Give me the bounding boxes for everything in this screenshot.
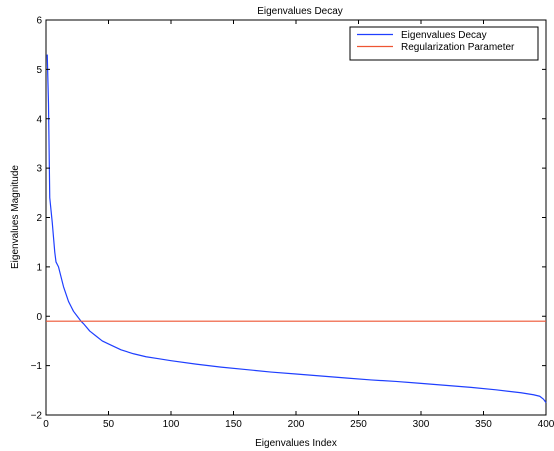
x-tick-label-200: 200 [288,419,305,430]
y-tick-label-6: 6 [36,16,42,27]
x-tick-label-50: 50 [103,419,115,430]
x-tick-label-0: 0 [43,419,49,430]
y-axis-title: Eigenvalues Magnitude [10,165,21,269]
y-tick-label-2: 2 [36,213,42,224]
series-layer [46,54,547,404]
y-tick-label-3: 3 [36,164,42,175]
y-tick-label-4: 4 [36,114,42,125]
y-tick-label--1: −1 [31,361,43,372]
y-tick-label-1: 1 [36,262,42,273]
x-tick-label-100: 100 [163,419,180,430]
x-tick-label-300: 300 [413,419,430,430]
x-tick-label-150: 150 [225,419,242,430]
x-tick-label-250: 250 [350,419,367,430]
legend-label-0: Eigenvalues Decay [401,30,487,41]
x-tick-label-400: 400 [538,419,554,430]
plot-area [45,19,547,416]
x-tick-label-350: 350 [475,419,492,430]
y-axis-ticks: −2 −1 0 1 2 3 4 5 6 [31,16,546,422]
y-tick-label-0: 0 [36,312,42,323]
legend-box [349,26,539,61]
legend-label-1: Regularization Parameter [401,42,515,53]
x-axis-ticks: 0 50 100 150 200 250 300 350 400 [43,20,554,430]
y-tick-label-5: 5 [36,65,42,76]
series-line-0 [46,54,547,404]
y-tick-label--2: −2 [31,411,43,422]
x-axis-title: Eigenvalues Index [255,438,337,449]
chart-title: Eigenvalues Decay [257,6,343,17]
